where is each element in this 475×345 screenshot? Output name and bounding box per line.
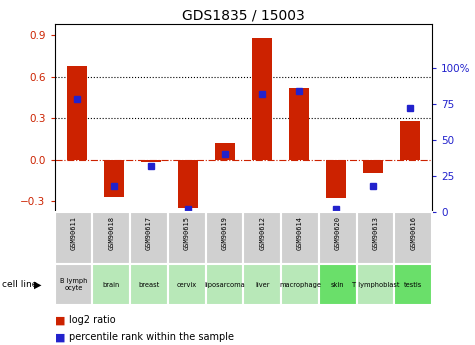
Text: GSM90620: GSM90620 xyxy=(335,216,341,250)
Text: ■: ■ xyxy=(55,315,65,325)
Bar xyxy=(363,160,383,174)
Bar xyxy=(319,264,357,305)
Bar xyxy=(289,88,309,160)
Bar xyxy=(281,212,319,264)
Bar xyxy=(400,121,420,160)
Bar xyxy=(252,38,272,160)
Text: GSM90619: GSM90619 xyxy=(221,216,228,250)
Text: liver: liver xyxy=(255,282,270,288)
Bar xyxy=(104,160,124,197)
Bar xyxy=(206,264,243,305)
Text: log2 ratio: log2 ratio xyxy=(69,315,115,325)
Bar xyxy=(141,160,161,162)
Text: macrophage: macrophage xyxy=(279,282,321,288)
Bar xyxy=(394,264,432,305)
Bar xyxy=(92,212,130,264)
Bar xyxy=(243,212,281,264)
Bar xyxy=(55,264,92,305)
Bar xyxy=(357,264,394,305)
Bar xyxy=(168,264,206,305)
Text: GSM90613: GSM90613 xyxy=(372,216,379,250)
Text: cervix: cervix xyxy=(177,282,197,288)
Text: ▶: ▶ xyxy=(34,280,42,289)
Bar xyxy=(215,143,235,160)
Text: GSM90618: GSM90618 xyxy=(108,216,114,250)
Bar xyxy=(326,160,346,198)
Text: GSM90611: GSM90611 xyxy=(70,216,76,250)
Bar xyxy=(178,160,198,208)
Bar xyxy=(394,212,432,264)
Text: liposarcoma: liposarcoma xyxy=(204,282,245,288)
Text: skin: skin xyxy=(331,282,344,288)
Bar xyxy=(243,264,281,305)
Text: percentile rank within the sample: percentile rank within the sample xyxy=(69,333,234,342)
Bar xyxy=(66,66,87,160)
Text: GSM90612: GSM90612 xyxy=(259,216,266,250)
Text: brain: brain xyxy=(103,282,120,288)
Bar xyxy=(357,212,394,264)
Bar xyxy=(319,212,357,264)
Text: B lymph
ocyte: B lymph ocyte xyxy=(60,278,87,291)
Bar xyxy=(168,212,206,264)
Text: ■: ■ xyxy=(55,333,65,342)
Bar xyxy=(206,212,243,264)
Text: breast: breast xyxy=(138,282,160,288)
Text: GSM90615: GSM90615 xyxy=(184,216,190,250)
Text: GSM90617: GSM90617 xyxy=(146,216,152,250)
Text: GSM90616: GSM90616 xyxy=(410,216,417,250)
Text: T lymphoblast: T lymphoblast xyxy=(352,282,399,288)
Text: cell line: cell line xyxy=(2,280,38,289)
Text: GSM90614: GSM90614 xyxy=(297,216,303,250)
Bar xyxy=(281,264,319,305)
Bar xyxy=(130,264,168,305)
Bar xyxy=(130,212,168,264)
Text: testis: testis xyxy=(404,282,422,288)
Bar xyxy=(55,212,92,264)
Title: GDS1835 / 15003: GDS1835 / 15003 xyxy=(182,9,305,23)
Bar xyxy=(92,264,130,305)
